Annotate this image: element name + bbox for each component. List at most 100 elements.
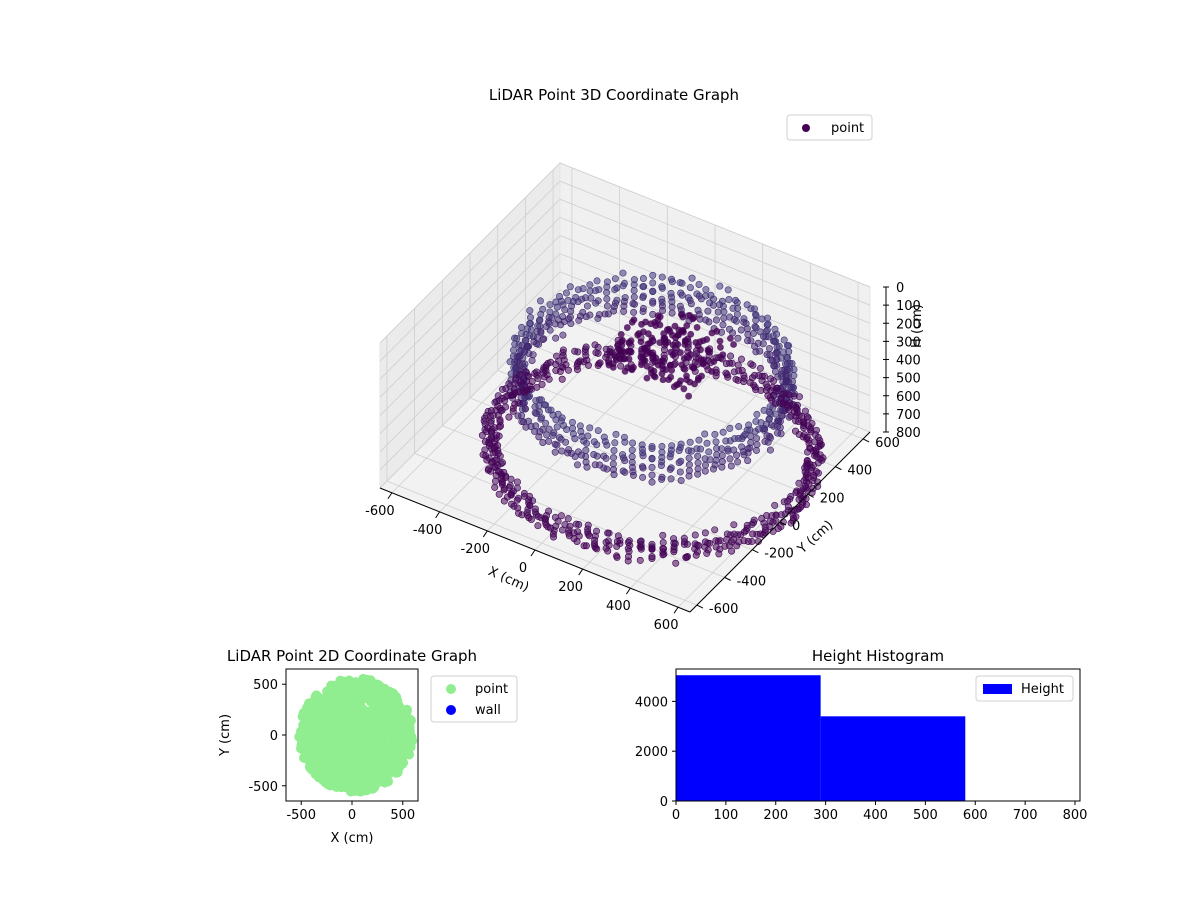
point-marker: [697, 295, 705, 303]
point-marker: [524, 372, 532, 380]
point-marker: [670, 548, 678, 556]
point-marker: [641, 357, 649, 365]
point-marker: [668, 366, 676, 374]
x-tick-label: 100: [713, 808, 738, 823]
y-tick: [862, 438, 870, 443]
point-marker: [331, 686, 342, 697]
point-marker: [526, 307, 534, 315]
point-marker: [694, 452, 702, 460]
point-marker: [675, 326, 683, 334]
point-marker: [814, 478, 822, 486]
point-marker: [754, 537, 762, 545]
point-marker: [726, 424, 734, 432]
point-marker: [803, 460, 811, 468]
point-marker: [685, 392, 693, 400]
point-marker: [620, 349, 628, 356]
point-marker: [685, 461, 693, 469]
chart-2d: LiDAR Point 2D Coordinate Graph -500 0 500…: [218, 647, 518, 846]
point-marker: [751, 428, 759, 436]
z-tick-label: 800: [896, 426, 921, 441]
point-marker: [369, 782, 380, 793]
point-marker: [669, 341, 677, 349]
point-marker: [767, 356, 775, 364]
point-marker: [681, 341, 689, 348]
x-tick: [673, 606, 679, 614]
legend-label-wall: wall: [475, 703, 501, 718]
point-marker: [621, 367, 629, 375]
point-marker: [495, 490, 503, 498]
point-marker: [649, 299, 657, 307]
point-marker: [545, 375, 553, 383]
point-marker: [659, 376, 667, 384]
point-marker: [772, 410, 780, 418]
point-marker: [585, 532, 593, 540]
histogram-axes: 0 100 200 300 400 500 600 700 800 0 2000 4000: [635, 695, 1088, 823]
point-marker: [357, 711, 368, 722]
point-marker: [758, 315, 766, 323]
point-marker: [322, 686, 333, 697]
point-marker: [611, 285, 619, 293]
point-marker: [323, 759, 334, 770]
point-marker: [531, 409, 539, 417]
point-marker: [637, 338, 645, 346]
point-marker: [643, 374, 651, 382]
point-marker: [537, 327, 545, 335]
point-marker: [639, 294, 647, 302]
point-marker: [494, 461, 502, 469]
point-marker: [357, 693, 368, 704]
point-marker: [680, 385, 688, 393]
point-marker: [726, 455, 734, 463]
legend-label-point: point: [831, 121, 864, 136]
point-marker: [770, 362, 778, 370]
point-marker: [630, 287, 638, 295]
point-marker: [486, 412, 494, 420]
point-marker: [573, 537, 581, 545]
point-marker: [642, 318, 649, 326]
point-marker: [563, 426, 571, 434]
point-marker: [664, 326, 671, 334]
point-marker: [624, 557, 632, 565]
point-marker: [662, 366, 670, 374]
point-marker: [552, 334, 560, 342]
point-marker: [715, 301, 723, 309]
point-marker: [648, 478, 656, 486]
point-marker: [781, 366, 789, 374]
legend-label-height: Height: [1021, 682, 1064, 697]
point-marker: [639, 283, 647, 291]
point-marker: [551, 448, 559, 456]
point-marker: [561, 306, 569, 314]
x-tick-label: 600: [654, 618, 679, 633]
point-marker: [678, 291, 686, 299]
point-marker: [534, 375, 542, 383]
point-marker: [749, 361, 757, 369]
point-marker: [389, 723, 400, 734]
point-marker: [657, 462, 665, 470]
point-marker: [543, 431, 551, 439]
point-marker: [387, 714, 398, 725]
x-tick-label: 0: [519, 561, 527, 576]
legend-label-point: point: [475, 682, 508, 697]
point-marker: [734, 376, 742, 384]
point-marker: [709, 465, 717, 473]
point-marker: [531, 427, 539, 435]
point-marker: [528, 356, 536, 364]
point-marker: [756, 364, 764, 372]
y-tick-label: 2000: [635, 745, 668, 760]
x-tick-label: 700: [1013, 808, 1038, 823]
point-marker: [339, 712, 350, 723]
x-tick-label: 400: [606, 599, 631, 614]
point-marker: [771, 501, 779, 509]
point-marker: [604, 547, 612, 555]
point-marker: [630, 281, 638, 289]
point-marker: [734, 334, 742, 342]
point-marker: [603, 441, 611, 449]
y-tick-label: 0: [660, 795, 668, 810]
point-marker: [481, 438, 489, 446]
point-marker: [719, 351, 727, 359]
point-marker: [707, 291, 715, 299]
chart-2d-xlabel: X (cm): [331, 831, 374, 846]
point-marker: [521, 405, 529, 413]
point-marker: [727, 462, 735, 470]
point-marker: [668, 303, 676, 311]
point-marker: [699, 360, 707, 368]
